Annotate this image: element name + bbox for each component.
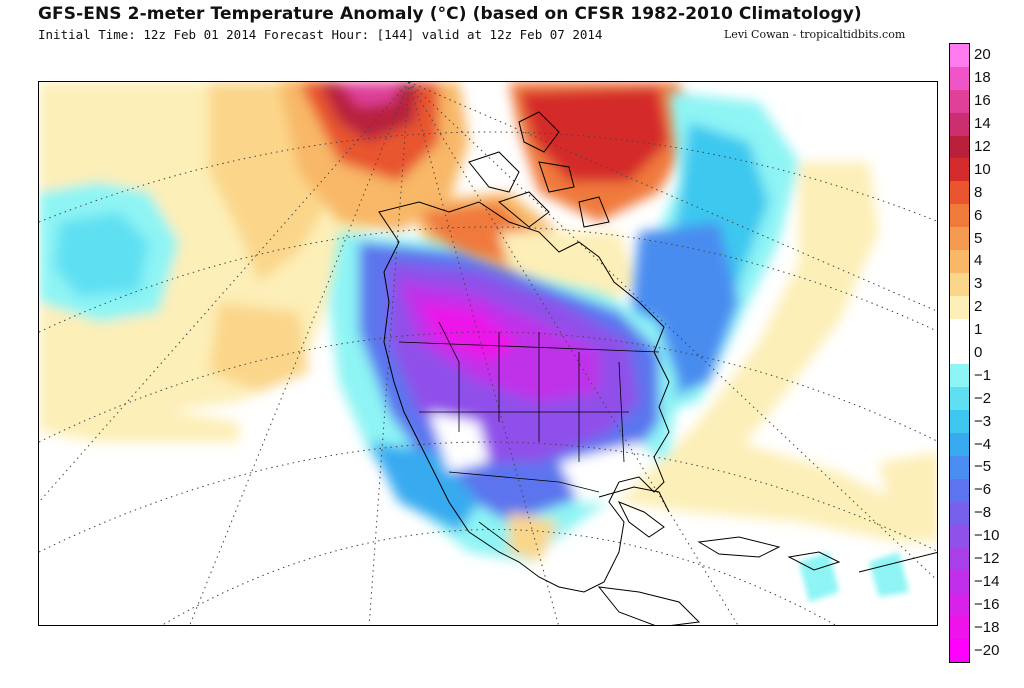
colorbar-swatch xyxy=(950,501,969,526)
caribbean-cold-patches xyxy=(799,552,909,602)
colorbar-label: −3 xyxy=(974,412,992,430)
anomaly-map-graphic xyxy=(39,82,937,625)
colorbar-swatch xyxy=(950,272,969,297)
colorbar-swatch xyxy=(950,387,969,411)
colorbar-swatch xyxy=(950,570,969,594)
colorbar-label: 20 xyxy=(974,46,991,64)
colorbar-label: 16 xyxy=(974,92,991,110)
colorbar-swatch xyxy=(950,135,969,159)
colorbar-label: −5 xyxy=(974,458,992,476)
colorbar-swatch xyxy=(950,250,969,274)
colorbar-label: 4 xyxy=(974,252,983,270)
colorbar-label: 2 xyxy=(974,298,983,316)
colorbar-label: −2 xyxy=(974,389,992,407)
colorbar-swatch xyxy=(950,593,969,617)
colorbar-swatch xyxy=(950,204,969,228)
colorbar-label: 14 xyxy=(974,115,991,133)
colorbar-swatch xyxy=(950,44,969,68)
colorbar-swatch xyxy=(950,547,969,571)
colorbar-swatch xyxy=(950,227,969,251)
colorbar-label: 8 xyxy=(974,183,983,201)
colorbar-label: −20 xyxy=(974,641,1000,659)
colorbar-swatch xyxy=(950,364,969,388)
arctic-warm-anomaly xyxy=(279,82,689,312)
colorbar-swatch xyxy=(950,295,969,320)
graticule xyxy=(39,82,937,625)
colorbar-label: 10 xyxy=(974,160,991,178)
anomaly-map xyxy=(38,81,938,626)
colorbar-swatch xyxy=(950,181,969,205)
colorbar-label: −12 xyxy=(974,550,1000,567)
colorbar-label: −6 xyxy=(974,481,992,499)
chart-title: GFS-ENS 2-meter Temperature Anomaly (°C)… xyxy=(38,4,862,24)
colorbar-swatch xyxy=(950,318,969,343)
colorbar-label: 6 xyxy=(974,206,983,224)
colorbar-label: −4 xyxy=(974,435,992,453)
colorbar-label: −18 xyxy=(974,618,1000,636)
colorbar-label: 1 xyxy=(974,321,983,339)
colorbar-label: −1 xyxy=(974,366,992,384)
colorbar-swatch xyxy=(950,433,969,457)
colorbar-swatch xyxy=(950,456,969,480)
colorbar-label: −14 xyxy=(974,572,1000,590)
colorbar-swatch xyxy=(950,158,969,182)
colorbar-swatch xyxy=(950,410,969,434)
colorbar-swatch xyxy=(950,341,969,365)
colorbar-label: 3 xyxy=(974,275,983,293)
colorbar-swatch xyxy=(950,639,969,663)
colorbar-swatch xyxy=(950,89,969,114)
colorbar-label: 12 xyxy=(974,138,991,155)
colorbar-swatch xyxy=(950,66,969,91)
colorbar-label: −8 xyxy=(974,504,992,522)
colorbar-label: 0 xyxy=(974,344,983,361)
colorbar-swatch xyxy=(950,478,969,503)
colorbar-swatch xyxy=(950,616,969,640)
author-credit: Levi Cowan - tropicaltidbits.com xyxy=(724,28,906,41)
colorbar-swatch xyxy=(950,524,969,549)
colorbar-label: −10 xyxy=(974,527,1000,545)
forecast-info: Initial Time: 12z Feb 01 2014 Forecast H… xyxy=(38,27,603,42)
coastlines xyxy=(378,111,937,625)
colorbar-label: 5 xyxy=(974,229,983,247)
colorbar-label: 18 xyxy=(974,69,991,87)
colorbar xyxy=(949,43,970,663)
borders xyxy=(398,321,660,553)
colorbar-swatch xyxy=(950,112,969,137)
colorbar-label: −16 xyxy=(974,595,1000,613)
